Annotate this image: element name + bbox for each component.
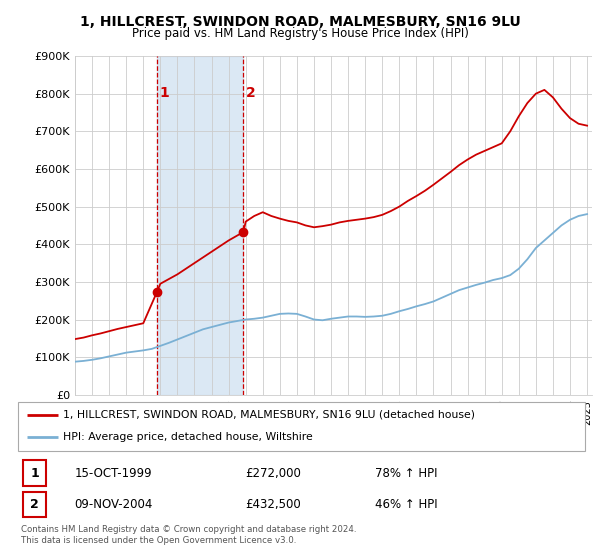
Text: HPI: Average price, detached house, Wiltshire: HPI: Average price, detached house, Wilt… xyxy=(64,432,313,442)
Text: 15-OCT-1999: 15-OCT-1999 xyxy=(75,466,152,479)
Text: 1, HILLCREST, SWINDON ROAD, MALMESBURY, SN16 9LU: 1, HILLCREST, SWINDON ROAD, MALMESBURY, … xyxy=(80,15,520,29)
Text: 1, HILLCREST, SWINDON ROAD, MALMESBURY, SN16 9LU (detached house): 1, HILLCREST, SWINDON ROAD, MALMESBURY, … xyxy=(64,410,475,420)
Text: 46% ↑ HPI: 46% ↑ HPI xyxy=(375,498,438,511)
Text: 1: 1 xyxy=(160,86,169,100)
Bar xyxy=(23,460,46,486)
Text: Contains HM Land Registry data © Crown copyright and database right 2024.
This d: Contains HM Land Registry data © Crown c… xyxy=(21,525,356,545)
Text: £272,000: £272,000 xyxy=(245,466,301,479)
Bar xyxy=(23,492,46,517)
Bar xyxy=(157,56,244,395)
Text: 2: 2 xyxy=(30,498,39,511)
Text: 2: 2 xyxy=(246,86,256,100)
Text: 09-NOV-2004: 09-NOV-2004 xyxy=(75,498,153,511)
Text: £432,500: £432,500 xyxy=(245,498,301,511)
Text: Price paid vs. HM Land Registry's House Price Index (HPI): Price paid vs. HM Land Registry's House … xyxy=(131,27,469,40)
Text: 78% ↑ HPI: 78% ↑ HPI xyxy=(375,466,438,479)
Text: 1: 1 xyxy=(30,466,39,479)
